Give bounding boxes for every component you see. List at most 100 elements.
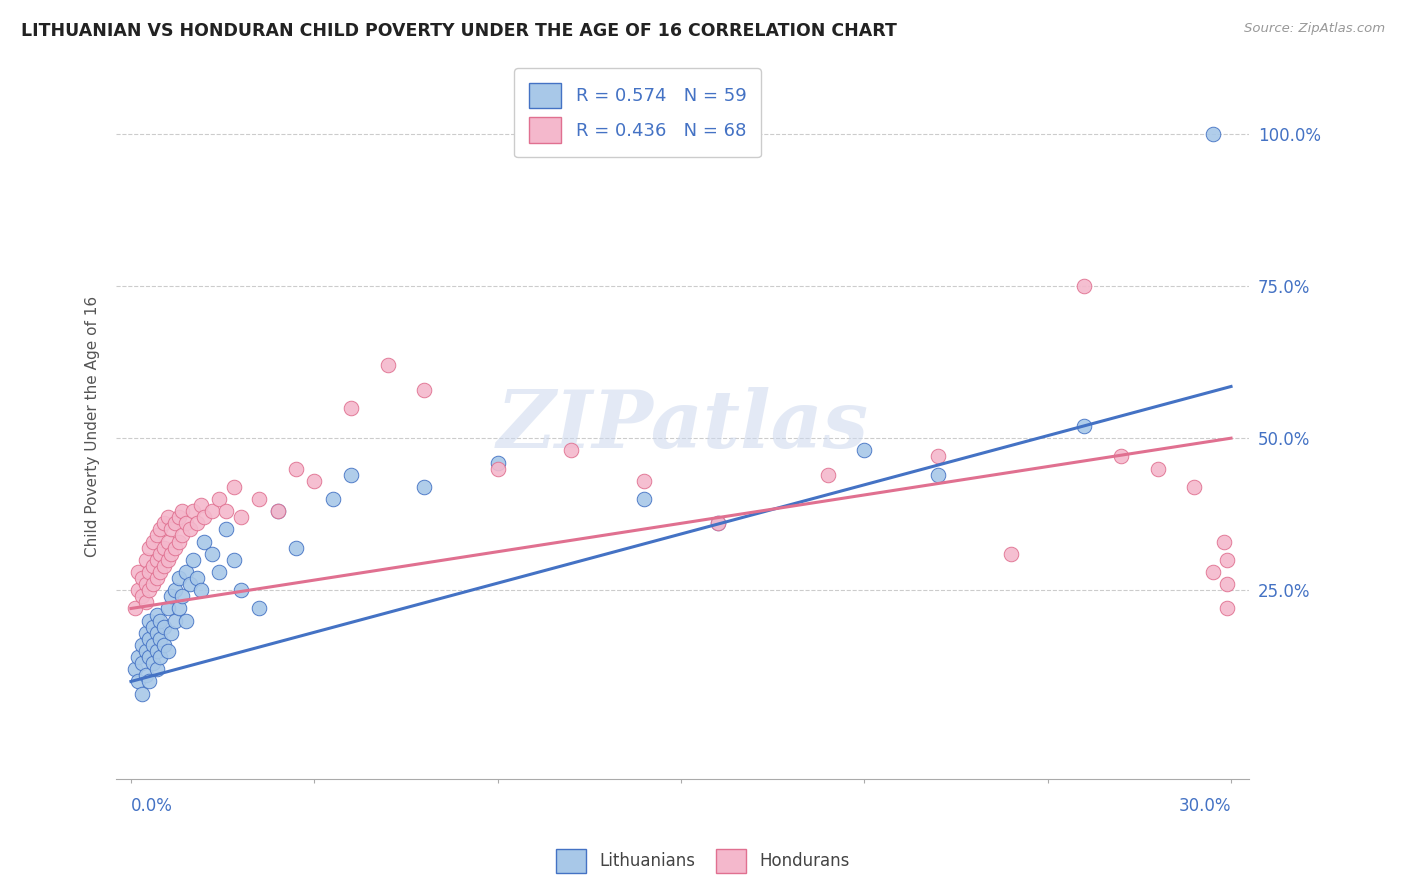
Point [127,565,149,579]
Point [215,504,238,518]
Point [193,534,215,549]
Point [145,625,167,640]
Legend: Lithuanians, Hondurans: Lithuanians, Hondurans [550,842,856,880]
Legend: R = 0.574   N = 59, R = 0.436   N = 68: R = 0.574 N = 59, R = 0.436 N = 68 [515,68,761,157]
Point [163,614,186,628]
Point [322,491,344,506]
Point [138,650,160,665]
Point [138,541,160,555]
Point [706,516,728,531]
Point [172,528,194,542]
Point [156,534,179,549]
Point [247,491,270,506]
Point [560,443,582,458]
Point [153,541,176,555]
Point [208,565,231,579]
Point [1216,601,1239,615]
Point [149,523,172,537]
Point [149,547,172,561]
Point [142,558,165,573]
Point [124,662,146,676]
Point [131,657,153,671]
Point [127,674,149,689]
Point [1182,480,1205,494]
Point [156,644,179,658]
Point [127,650,149,665]
Point [149,632,172,646]
Point [167,510,190,524]
Point [377,358,399,372]
Point [1109,450,1132,464]
Point [135,625,157,640]
Point [149,650,172,665]
Point [284,541,307,555]
Point [160,523,183,537]
Point [1073,279,1095,293]
Point [145,607,167,622]
Text: 30.0%: 30.0% [1178,797,1232,815]
Point [181,553,204,567]
Text: Source: ZipAtlas.com: Source: ZipAtlas.com [1244,22,1385,36]
Point [266,504,288,518]
Point [1212,534,1234,549]
Point [229,583,252,598]
Point [142,657,165,671]
Point [142,620,165,634]
Point [145,553,167,567]
Point [156,553,179,567]
Point [163,583,186,598]
Point [145,662,167,676]
Point [186,516,208,531]
Point [201,547,224,561]
Point [163,516,186,531]
Point [193,510,215,524]
Point [142,638,165,652]
Point [174,565,197,579]
Point [153,558,176,573]
Point [179,523,201,537]
Point [486,461,509,475]
Point [131,638,153,652]
Point [486,456,509,470]
Point [1073,419,1095,434]
Point [153,638,176,652]
Point [1202,565,1225,579]
Point [153,516,176,531]
Point [201,504,224,518]
Point [174,614,197,628]
Point [124,601,146,615]
Point [853,443,876,458]
Point [1216,577,1239,591]
Point [247,601,270,615]
Point [190,498,212,512]
Point [413,480,436,494]
Point [160,547,183,561]
Point [229,510,252,524]
Point [174,516,197,531]
Point [1000,547,1022,561]
Point [138,614,160,628]
Point [633,491,655,506]
Point [215,523,238,537]
Point [138,632,160,646]
Y-axis label: Child Poverty Under the Age of 16: Child Poverty Under the Age of 16 [86,295,100,557]
Point [340,401,363,415]
Point [142,534,165,549]
Point [304,474,326,488]
Point [190,583,212,598]
Point [160,590,183,604]
Point [167,534,190,549]
Point [149,614,172,628]
Point [172,504,194,518]
Point [413,383,436,397]
Point [186,571,208,585]
Point [145,644,167,658]
Point [706,516,728,531]
Point [163,541,186,555]
Point [633,474,655,488]
Point [160,625,183,640]
Point [127,583,149,598]
Point [145,528,167,542]
Point [179,577,201,591]
Point [340,467,363,482]
